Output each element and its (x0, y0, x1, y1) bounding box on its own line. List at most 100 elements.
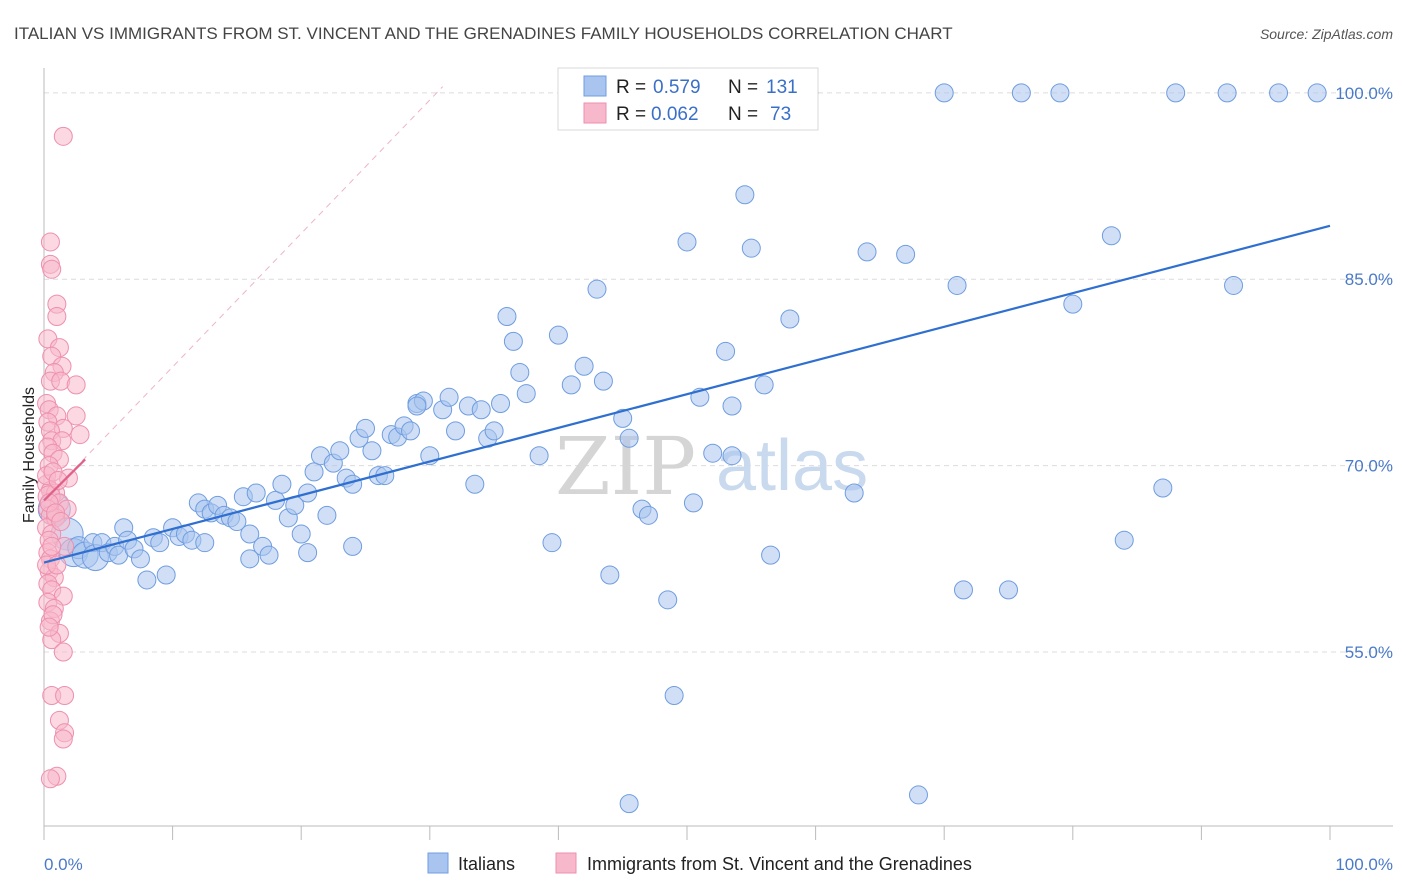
legend-top-n-value-1: 131 (766, 77, 798, 98)
point-italians (722, 396, 742, 416)
legend-top-n-label-2: N = (728, 104, 758, 125)
point-italians (516, 384, 536, 404)
point-italians (619, 794, 639, 814)
point-italians (497, 307, 517, 327)
legend-top-swatch-st-vincent (583, 102, 607, 124)
point-italians (465, 474, 485, 494)
x-tick-labels: 0.0% 100.0% (44, 855, 1393, 874)
point-italians (953, 580, 973, 600)
point-italians (1063, 294, 1083, 314)
point-st-vincent (66, 375, 86, 395)
point-italians (246, 483, 266, 503)
point-st-vincent (40, 769, 60, 789)
point-italians (716, 341, 736, 361)
gridlines (44, 92, 1393, 653)
legend-bottom: Italians Immigrants from St. Vincent and… (427, 852, 972, 874)
point-st-vincent (51, 512, 71, 532)
point-italians (677, 232, 697, 252)
point-italians (896, 244, 916, 264)
point-italians (844, 483, 864, 503)
point-italians (780, 309, 800, 329)
point-italians (1153, 478, 1173, 498)
point-italians (510, 362, 530, 382)
legend-bottom-swatch-italians (427, 852, 449, 874)
point-italians (330, 441, 350, 461)
point-italians (561, 375, 581, 395)
point-st-vincent (48, 471, 68, 491)
point-italians (1050, 83, 1070, 103)
chart-source: Source: ZipAtlas.com (1260, 26, 1393, 42)
point-st-vincent (42, 536, 62, 556)
pink-trend-dashed (43, 86, 444, 501)
legend-top-swatch-italians (583, 75, 607, 97)
legend-top-r-label-2: R = (616, 104, 646, 125)
point-italians (548, 325, 568, 345)
point-italians (587, 279, 607, 299)
legend-top-r-label-1: R = (616, 77, 646, 98)
point-st-vincent (66, 406, 86, 426)
point-italians (600, 565, 620, 585)
point-italians (317, 505, 337, 525)
point-italians (683, 493, 703, 513)
legend-bottom-swatch-st-vincent (555, 852, 577, 874)
point-italians (259, 545, 279, 565)
point-italians (664, 686, 684, 706)
point-italians (362, 441, 382, 461)
trend-line-italians (43, 224, 1331, 564)
point-st-vincent (53, 126, 73, 146)
trend-line-st-vincent (43, 458, 86, 502)
legend-bottom-label-italians: Italians (458, 854, 515, 874)
point-italians (130, 549, 150, 569)
point-italians (529, 446, 549, 466)
point-italians (908, 785, 928, 805)
point-italians (503, 331, 523, 351)
y-tick-label: 70.0% (1345, 457, 1393, 476)
legend-top: R = 0.579 N = 131 R = 0.062 N = 73 (557, 67, 819, 131)
point-italians (722, 446, 742, 466)
point-italians (240, 549, 260, 569)
point-italians (272, 474, 292, 494)
point-italians (593, 371, 613, 391)
series-italians (37, 83, 1327, 814)
point-italians (1101, 226, 1121, 246)
point-st-vincent (53, 642, 73, 662)
point-italians (471, 400, 491, 420)
point-italians (613, 408, 633, 428)
point-italians (761, 545, 781, 565)
point-italians (638, 505, 658, 525)
point-italians (343, 536, 363, 556)
legend-bottom-label-st-vincent: Immigrants from St. Vincent and the Gren… (587, 854, 972, 874)
point-st-vincent (47, 307, 67, 327)
legend-top-r-value-2: 0.062 (651, 104, 699, 125)
chart-title: ITALIAN VS IMMIGRANTS FROM ST. VINCENT A… (14, 24, 953, 43)
point-italians (703, 443, 723, 463)
point-italians (1269, 83, 1289, 103)
trend-lines (43, 224, 1331, 564)
point-italians (356, 418, 375, 438)
legend-top-n-label-1: N = (728, 77, 758, 98)
point-italians (947, 275, 967, 295)
point-italians (1224, 275, 1244, 295)
pink-trend-extended (43, 86, 444, 501)
point-italians (735, 185, 755, 205)
point-italians (619, 428, 639, 448)
legend-top-n-value-2: 73 (770, 104, 791, 125)
point-italians (195, 533, 215, 553)
y-axis-title: Family Households (21, 387, 38, 523)
y-tick-label: 85.0% (1345, 270, 1393, 289)
point-italians (999, 580, 1018, 600)
watermark: ZIP atlas (555, 420, 868, 513)
point-italians (658, 590, 678, 610)
point-italians (857, 242, 877, 262)
point-italians (542, 533, 562, 553)
point-italians (401, 421, 421, 441)
point-italians (240, 524, 260, 544)
point-italians (407, 396, 427, 416)
point-italians (1217, 83, 1237, 103)
point-st-vincent (42, 259, 62, 279)
point-st-vincent (53, 729, 73, 749)
point-st-vincent (40, 232, 60, 252)
point-italians (304, 462, 324, 482)
x-tick-label-min: 0.0% (44, 855, 83, 874)
